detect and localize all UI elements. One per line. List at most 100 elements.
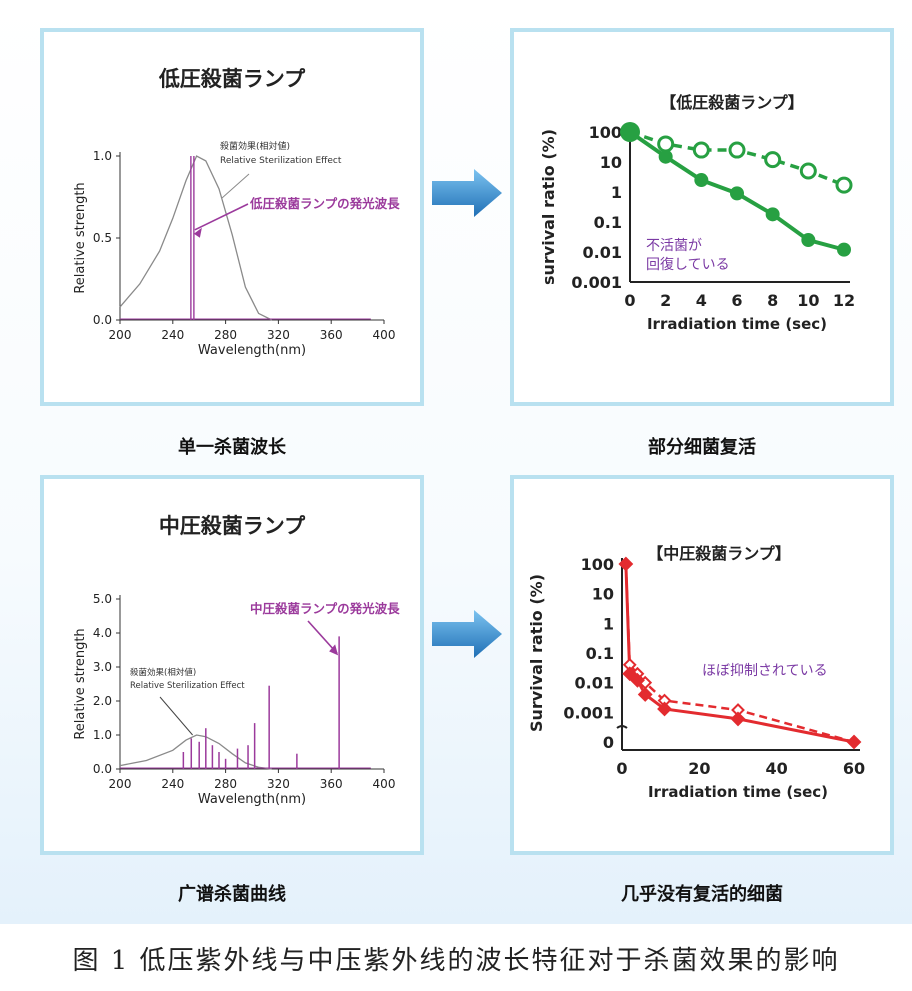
y-tick-label: 3.0 [93,660,112,674]
data-point-solid [837,242,851,257]
data-point-solid [622,666,638,682]
chart-mp-survival: 【中圧殺菌ランプ】 100 10 1 0.1 0.01 0.001 00 20 40 60 Irra… [527,544,865,801]
y-tick-label: 0.0 [93,313,112,327]
x-tick-label: 40 [766,759,788,778]
data-point-solid [730,711,746,727]
x-tick-label: 360 [320,328,343,342]
annotation-leader [159,696,193,736]
annotation-label: 回復している [646,256,730,273]
right-arrow-icon [432,610,502,658]
panel-mp-survival: 【中圧殺菌ランプ】 100 10 1 0.1 0.01 0.001 0 0 20 40 60 Irra… [510,475,894,855]
x-tick-label: 400 [373,328,396,342]
x-tick-label: 0 [616,759,627,778]
y-tick-label: 1 [611,183,622,202]
caption-top-right: 部分细菌复活 [648,437,756,458]
annotation-label: 中圧殺菌ランプの発光波長 [250,601,400,616]
x-tick-label: 6 [731,291,742,310]
chart-mp-spectrum: 中圧殺菌ランプ 200 240 280 320 360 400 0.0 1.0 2.0 3.0 4.… [73,514,400,807]
x-axis-label: Wavelength(nm) [198,792,306,807]
y-tick-label: 100 [581,555,614,574]
panel-mp-spectrum: 中圧殺菌ランプ 200 240 280 320 360 400 0.0 1.0 2.0 3.0 4.… [40,475,424,855]
x-tick-label: 12 [833,291,855,310]
chart-title: 低圧殺菌ランプ [158,67,306,91]
x-tick-label: 360 [320,777,343,791]
y-tick-label: 0.1 [594,213,622,232]
data-point-dashed [835,176,853,194]
annotation-arrowhead [193,227,202,238]
annotation-label: 不活菌が [646,238,702,254]
data-point-solid [730,186,744,201]
right-arrow-icon [432,169,502,217]
y-tick-label: 100 [589,123,622,142]
panel-lp-survival: 【低圧殺菌ランプ】 100 10 1 0.1 0.01 0.001 0 2 4 6 8 10 12 Irr… [510,28,894,406]
data-point-dashed [799,162,817,180]
data-point-dashed [728,141,746,159]
data-point-dashed [657,135,675,153]
x-axis-label: Irradiation time (sec) [648,783,828,801]
data-point-solid [618,556,634,572]
x-tick-label: 320 [267,328,290,342]
x-tick-label: 320 [267,777,290,791]
y-tick-label: 0 [603,733,614,752]
y-tick-label: 5.0 [93,592,112,606]
x-tick-label: 4 [696,291,707,310]
y-tick-label: 10 [600,153,622,172]
x-tick-label: 240 [161,777,184,791]
y-tick-label: 4.0 [93,626,112,640]
x-tick-label: 280 [214,777,237,791]
chart-lp-spectrum: 低圧殺菌ランプ 200 240 280 320 360 400 0.0 0.5 1.0 Wavel… [73,67,400,358]
annotation-label: Relative Sterilization Effect [220,156,342,166]
x-tick-label: 20 [688,759,710,778]
annotation-leader [221,173,250,199]
series-line-sterilization-effect [119,155,273,321]
x-tick-label: 0 [624,291,635,310]
data-point-solid [801,233,816,248]
chart-title: 【中圧殺菌ランプ】 [647,544,791,563]
y-axis-label: survival ratio (%) [539,129,558,285]
x-tick-label: 8 [767,291,778,310]
y-tick-label: 0.01 [575,674,614,693]
x-tick-label: 400 [373,777,396,791]
y-tick-label: 1.0 [93,728,112,742]
x-tick-label: 200 [109,777,132,791]
x-tick-label: 200 [109,328,132,342]
x-axis-label: Irradiation time (sec) [647,315,827,333]
annotation-arrowhead [329,644,339,656]
chart-title: 中圧殺菌ランプ [159,514,306,538]
annotation-label: 殺菌効果(相対値) [130,667,196,678]
y-tick-label: 0.001 [563,703,614,722]
y-tick-label: 0.0 [93,762,112,776]
y-tick-label: 0.01 [583,243,622,262]
caption-bottom-right: 几乎没有复活的细菌 [621,884,783,905]
data-point-solid [657,701,672,717]
y-axis-label: Relative strength [73,628,88,739]
data-point-solid [694,173,709,188]
y-tick-label: 1 [603,614,614,633]
caption-bottom-left: 广谱杀菌曲线 [178,884,286,905]
x-tick-label: 2 [660,291,671,310]
data-point-solid [658,149,673,164]
y-tick-label: 0.1 [586,644,614,663]
data-point-dashed [692,141,710,159]
data-point-solid [846,734,862,750]
data-point-dashed [764,151,782,169]
chart-title: 【低圧殺菌ランプ】 [660,93,804,112]
annotation-label: ほぼ抑制されている [702,663,828,679]
x-tick-label: 10 [797,291,819,310]
x-tick-label: 280 [214,328,237,342]
annotation-label: 低圧殺菌ランプの発光波長 [249,196,400,211]
y-axis-label: Relative strength [73,182,88,293]
y-tick-label: 2.0 [93,694,112,708]
y-tick-label: 1.0 [93,149,112,163]
panel-lp-spectrum: 低圧殺菌ランプ 200 240 280 320 360 400 0.0 0.5 1.0 Wavel… [40,28,424,406]
y-axis-label: Survival ratio (%) [527,574,546,732]
annotation-label: 殺菌効果(相対値) [220,140,290,152]
x-tick-label: 240 [161,328,184,342]
data-point-solid [620,122,640,142]
annotation-leader [194,203,249,231]
caption-top-left: 单一杀菌波长 [178,437,286,458]
data-point-solid [637,687,653,702]
data-point-solid [630,672,645,688]
y-tick-label: 10 [592,585,614,604]
